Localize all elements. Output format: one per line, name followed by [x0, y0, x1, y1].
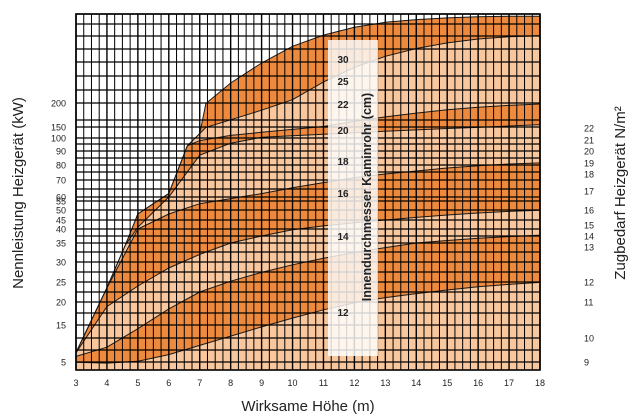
- x-tick-13: 13: [380, 378, 390, 388]
- x-tick-labels: 3 4 5 6 7 8 9 10 11 12 13 14 15 16 17 18: [73, 378, 545, 388]
- right-tick-15: 15: [584, 221, 594, 231]
- left-tick-5: 5: [61, 358, 66, 368]
- right-tick-17: 17: [584, 187, 594, 197]
- x-tick-10: 10: [288, 378, 298, 388]
- x-axis-label: Wirksame Höhe (m): [241, 398, 374, 415]
- left-tick-50: 50: [56, 206, 66, 216]
- right-tick-21: 21: [584, 136, 594, 146]
- left-tick-70: 70: [56, 176, 66, 186]
- annotation-box: [328, 40, 378, 356]
- left-tick-80: 80: [56, 161, 66, 171]
- right-tick-14: 14: [584, 232, 594, 242]
- band-label-25: 25: [337, 77, 349, 88]
- band-label-18: 18: [337, 157, 349, 168]
- left-tick-100: 100: [51, 134, 66, 144]
- left-axis-label: Nennleistung Heizgerät (kW): [10, 97, 27, 289]
- left-tick-150: 150: [51, 123, 66, 133]
- right-tick-16: 16: [584, 206, 594, 216]
- x-tick-9: 9: [259, 378, 264, 388]
- left-tick-90: 90: [56, 147, 66, 157]
- left-tick-20: 20: [56, 298, 66, 308]
- band-labels: 12 14 16 18 20 22 25 30: [337, 55, 349, 319]
- x-tick-14: 14: [411, 378, 421, 388]
- annotation-label: Innendurchmesser Kaminrohr (cm): [360, 93, 374, 301]
- x-tick-5: 5: [135, 378, 140, 388]
- horizontal-grid: [76, 13, 540, 363]
- band-label-22: 22: [337, 100, 349, 111]
- x-tick-16: 16: [473, 378, 483, 388]
- x-tick-8: 8: [228, 378, 233, 388]
- x-tick-17: 17: [504, 378, 514, 388]
- right-tick-10: 10: [584, 334, 594, 344]
- band-label-16: 16: [337, 189, 349, 200]
- left-tick-45: 45: [56, 216, 66, 226]
- x-tick-7: 7: [197, 378, 202, 388]
- left-tick-55: 55: [56, 197, 66, 207]
- band-label-30: 30: [337, 55, 349, 66]
- left-tick-30: 30: [56, 258, 66, 268]
- right-tick-19: 19: [584, 159, 594, 169]
- band-label-14: 14: [337, 232, 349, 243]
- x-tick-4: 4: [104, 378, 109, 388]
- right-tick-9: 9: [584, 358, 589, 368]
- plot-frame: [75, 13, 541, 371]
- vertical-grid: [75, 14, 541, 370]
- x-tick-18: 18: [535, 378, 545, 388]
- x-tick-11: 11: [319, 378, 328, 388]
- x-tick-15: 15: [442, 378, 452, 388]
- left-tick-35: 35: [56, 239, 66, 249]
- x-tick-12: 12: [349, 378, 359, 388]
- left-tick-200: 200: [51, 99, 66, 109]
- left-tick-15: 15: [56, 321, 66, 331]
- right-tick-18: 18: [584, 170, 594, 180]
- right-tick-11: 11: [584, 298, 593, 308]
- right-tick-20: 20: [584, 147, 594, 157]
- band-label-12: 12: [337, 308, 349, 319]
- x-tick-3: 3: [73, 378, 78, 388]
- right-tick-22: 22: [584, 124, 594, 134]
- right-tick-13: 13: [584, 243, 594, 253]
- right-axis-label: Zugbedarf Heizgerät N/m²: [612, 106, 629, 279]
- band-label-20: 20: [337, 126, 349, 137]
- x-tick-6: 6: [166, 378, 171, 388]
- left-tick-25: 25: [56, 278, 66, 288]
- left-tick-60: 60: [56, 193, 66, 203]
- right-tick-12: 12: [584, 278, 594, 288]
- left-tick-40: 40: [56, 225, 66, 235]
